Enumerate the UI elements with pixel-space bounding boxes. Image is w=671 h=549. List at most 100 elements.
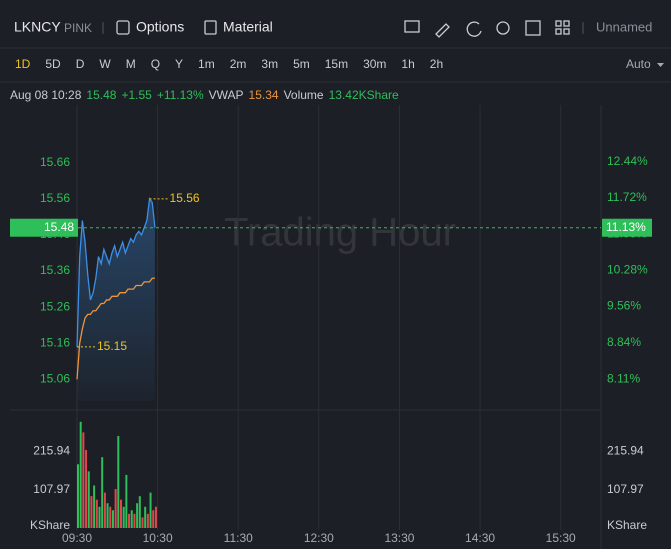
info-vwap-label: VWAP: [209, 88, 244, 102]
current-price-label: 15.48: [44, 220, 74, 234]
period-tab[interactable]: W: [99, 57, 111, 71]
market: PINK: [64, 21, 92, 35]
volume-bar: [136, 503, 139, 528]
period-tab[interactable]: 5m: [293, 57, 310, 71]
period-tab[interactable]: Q: [151, 57, 160, 71]
volume-tick-label-right: 107.97: [607, 482, 644, 496]
info-volume-label: Volume: [284, 88, 324, 102]
period-tab[interactable]: M: [126, 57, 136, 71]
layout-name[interactable]: Unnamed: [596, 19, 652, 34]
volume-bar: [125, 474, 128, 528]
volume-tick-label-right: 215.94: [607, 444, 644, 458]
material-icon: [204, 20, 217, 35]
options-icon: [116, 20, 130, 35]
watermark: Trading Hour: [224, 211, 456, 255]
volume-bar: [82, 432, 85, 528]
volume-bar: [109, 506, 112, 528]
price-line: [76, 197, 156, 347]
volume-bar: [133, 513, 136, 528]
x-tick-label: 14:30: [465, 531, 495, 545]
layout-icon[interactable]: [555, 20, 562, 27]
current-pct-label: 11.13%: [606, 220, 646, 234]
x-tick-label: 11:30: [224, 531, 253, 545]
period-tab[interactable]: 15m: [325, 57, 348, 71]
indicator-icon[interactable]: [404, 20, 420, 33]
fullscreen-icon[interactable]: [525, 20, 541, 36]
info-date: Aug 08 10:28: [10, 88, 82, 102]
volume-bar: [79, 421, 82, 528]
period-tab[interactable]: Y: [175, 57, 183, 71]
volume-bar: [101, 457, 104, 528]
volume-bar: [85, 450, 88, 528]
period-tab[interactable]: 30m: [363, 57, 386, 71]
volume-bar: [130, 510, 133, 528]
price-area: [77, 198, 155, 401]
volume-bar: [117, 435, 120, 528]
volume-bar: [149, 492, 152, 528]
annotation-label: 15.56: [170, 191, 200, 205]
y-tick-label: 15.36: [40, 263, 70, 277]
y-tick-label: 15.06: [40, 372, 70, 386]
period-tab[interactable]: 3m: [261, 57, 278, 71]
material-button[interactable]: Material: [223, 19, 273, 35]
plot: 09:30 10:30 11:30 12:30 13:30 14:30 15:30 15.06…: [10, 105, 652, 545]
dropdown-arrow: [657, 63, 664, 67]
period-tab[interactable]: 1h: [401, 57, 414, 71]
volume-tick-label: 215.94: [33, 444, 70, 458]
y-tick-label: 15.66: [40, 155, 70, 169]
y-tick-label: 15.26: [40, 299, 70, 313]
period-tab[interactable]: 2m: [230, 57, 247, 71]
period-tab[interactable]: 5D: [45, 57, 61, 71]
y2-tick-label: 12.44%: [607, 154, 648, 168]
toolbar-icons[interactable]: [404, 20, 570, 38]
volume-unit: KShare: [30, 518, 70, 532]
volume-bar: [152, 510, 155, 528]
period-tab[interactable]: D: [76, 57, 85, 71]
layout-icon-part: [563, 28, 570, 35]
volume-bar: [87, 471, 90, 528]
period-tab[interactable]: 1m: [198, 57, 215, 71]
info-row: Aug 08 10:28 15.48 +1.55 +11.13% VWAP 15.34 Vo…: [10, 88, 399, 102]
y2-tick-label: 9.56%: [607, 299, 641, 313]
x-tick-label: 10:30: [143, 531, 173, 545]
current-price-box: [10, 218, 78, 237]
period-bar: 1D 5D D W M Q Y 1m 2m 3m 5m 15m 30m 1h 2h: [15, 57, 443, 71]
vwap-line: [76, 277, 155, 380]
volume-bar: [95, 499, 98, 528]
volume-bar: [114, 489, 117, 528]
period-tab[interactable]: 2h: [430, 57, 443, 71]
period-tab[interactable]: 1D: [15, 57, 31, 71]
settings-icon[interactable]: [496, 21, 510, 35]
current-pct-box: [602, 218, 652, 237]
volume-bar: [144, 506, 147, 528]
volume-bar: [106, 503, 109, 528]
scale-mode[interactable]: Auto: [626, 57, 651, 71]
reset-icon[interactable]: [466, 21, 482, 37]
layout-icon-part: [563, 20, 570, 27]
symbol[interactable]: LKNCY: [14, 19, 61, 35]
y-tick-label: 15.56: [40, 191, 70, 205]
volume-bar: [146, 513, 149, 528]
info-vwap: 15.34: [249, 88, 279, 102]
volume-bar: [154, 506, 157, 528]
volume-bar: [138, 496, 141, 528]
y2-tick-label: 8.11%: [607, 372, 640, 386]
x-tick-label: 15:30: [546, 531, 576, 545]
volume-tick-label: 107.97: [33, 482, 70, 496]
x-tick-label: 13:30: [384, 531, 414, 545]
annotation-label: 15.15: [97, 339, 127, 353]
draw-icon[interactable]: [435, 23, 450, 38]
volume-bar: [122, 506, 125, 528]
y2-tick-label: 8.84%: [607, 335, 641, 349]
options-button[interactable]: Options: [136, 19, 184, 35]
y2-tick-label: 11.72%: [607, 190, 647, 204]
y2-tick-label: 10.28%: [607, 263, 648, 277]
info-pct: +11.13%: [157, 88, 204, 102]
volume-bar: [111, 510, 114, 528]
info-volume: 13.42KShare: [329, 88, 399, 102]
x-tick-label: 09:30: [62, 531, 92, 545]
volume-bar: [103, 492, 106, 528]
volume-unit-right: KShare: [607, 518, 647, 532]
